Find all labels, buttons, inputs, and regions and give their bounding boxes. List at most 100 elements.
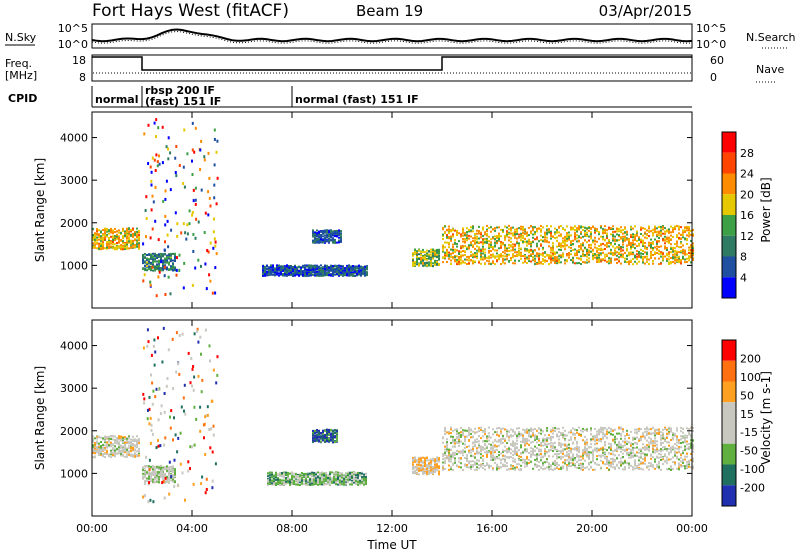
heatmap-cell (686, 260, 688, 263)
heatmap-cell (474, 260, 476, 263)
heatmap-cell (542, 258, 544, 260)
freq-tick-high: 18 (72, 54, 86, 67)
heatmap-cell (678, 238, 680, 240)
heatmap-cell (574, 262, 576, 265)
heatmap-cell (468, 228, 470, 231)
heatmap-cell (478, 246, 480, 249)
heatmap-cell (582, 235, 584, 238)
heatmap-cell (600, 225, 602, 228)
heatmap-cell (592, 255, 594, 258)
heatmap-cell (654, 238, 656, 241)
heatmap-cell (142, 472, 144, 475)
heatmap-cell (674, 247, 676, 250)
heatmap-cell (628, 254, 630, 257)
heatmap-cell (642, 257, 644, 260)
heatmap-cell (502, 254, 504, 257)
heatmap-cell (512, 246, 514, 249)
heatmap-cell (134, 245, 136, 248)
heatmap-cell (550, 225, 552, 228)
heatmap-cell (660, 245, 662, 248)
heatmap-cell (504, 245, 506, 248)
heatmap-cell (672, 227, 674, 229)
heatmap-cell (92, 237, 94, 240)
heatmap-cell (522, 231, 524, 234)
heatmap-cell (666, 236, 668, 239)
heatmap-cell (98, 235, 100, 238)
heatmap-cell (106, 229, 108, 232)
heatmap-cell (317, 479, 319, 482)
heatmap-cell (279, 482, 281, 485)
heatmap-cell (532, 241, 534, 244)
heatmap-cell (144, 253, 146, 256)
heatmap-cell (618, 248, 620, 251)
heatmap-cell (128, 441, 130, 444)
heatmap-cell (684, 238, 686, 241)
heatmap-cell (576, 227, 578, 230)
heatmap-cell (338, 274, 340, 277)
heatmap-cell (650, 250, 652, 253)
heatmap-cell (149, 165, 152, 169)
heatmap-cell (456, 234, 458, 236)
heatmap-cell (496, 236, 498, 239)
heatmap-cell (94, 449, 96, 452)
heatmap-cell (172, 477, 174, 480)
heatmap-cell (640, 228, 642, 231)
heatmap-cell (152, 263, 154, 266)
heatmap-cell (512, 249, 514, 252)
heatmap-cell (658, 249, 660, 252)
heatmap-cell (158, 466, 160, 469)
heatmap-cell (574, 248, 576, 251)
heatmap-cell (650, 254, 652, 257)
heatmap-cell (554, 257, 556, 260)
heatmap-cell (92, 245, 94, 248)
heatmap-cell (134, 449, 136, 452)
heatmap-cell (191, 213, 194, 217)
heatmap-cell (92, 228, 94, 230)
heatmap-cell (114, 231, 116, 233)
heatmap-cell (273, 474, 275, 477)
heatmap-cell (300, 266, 302, 269)
heatmap-cell (592, 248, 594, 251)
heatmap-cell (152, 466, 154, 469)
heatmap-cell (106, 436, 108, 439)
heatmap-cell (518, 233, 520, 236)
noise-panel-frame (91, 23, 693, 49)
heatmap-cell (338, 267, 340, 270)
heatmap-cell (290, 271, 292, 274)
heatmap-cell (340, 239, 342, 242)
heatmap-cell (311, 482, 313, 485)
heatmap-cell (558, 248, 560, 251)
heatmap-cell (269, 471, 271, 474)
heatmap-cell (163, 274, 166, 278)
heatmap-cell (604, 248, 606, 250)
heatmap-cell (588, 244, 590, 246)
heatmap-cell (526, 256, 528, 259)
heatmap-cell (92, 445, 94, 448)
heatmap-cell (277, 478, 279, 481)
heatmap-cell (102, 446, 104, 449)
heatmap-cell (476, 229, 478, 232)
heatmap-cell (142, 257, 144, 260)
heatmap-cell (434, 255, 436, 258)
heatmap-cell (682, 233, 684, 236)
heatmap-cell (134, 239, 136, 242)
heatmap-cell (336, 235, 338, 238)
heatmap-cell (316, 274, 318, 277)
heatmap-cell (144, 261, 146, 264)
heatmap-cell (277, 483, 279, 486)
heatmap-cell (116, 437, 118, 440)
heatmap-cell (120, 452, 122, 455)
heatmap-cell (164, 261, 166, 264)
heatmap-cell (578, 228, 580, 231)
heatmap-cell (586, 251, 588, 254)
heatmap-cell (148, 260, 150, 263)
heatmap-cell (456, 230, 458, 233)
heatmap-cell (338, 241, 340, 244)
heatmap-cell (442, 228, 444, 231)
heatmap-cell (301, 474, 303, 477)
heatmap-cell (344, 267, 346, 270)
heatmap-cell (126, 235, 128, 238)
heatmap-cell (648, 241, 650, 244)
